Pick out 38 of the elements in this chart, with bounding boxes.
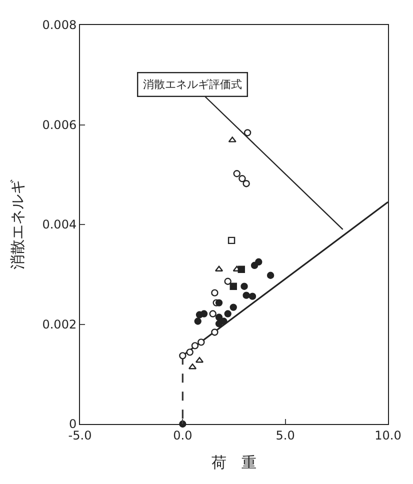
point <box>233 170 240 178</box>
point <box>194 318 202 325</box>
point <box>211 328 218 336</box>
point <box>198 338 205 346</box>
point <box>244 129 252 136</box>
y-axis-title: 消散エネルギ <box>8 180 26 270</box>
annotation: 消散エネルギ評価式 <box>143 78 242 92</box>
point <box>224 278 232 285</box>
point <box>228 136 236 142</box>
point <box>240 282 248 290</box>
point <box>215 299 223 306</box>
point <box>215 314 223 321</box>
y-tick-label: 0.002 <box>42 317 77 332</box>
point <box>238 266 245 273</box>
x-tick-label: 10.0 <box>374 428 402 442</box>
point <box>242 180 250 188</box>
point <box>238 175 246 182</box>
point <box>224 310 232 318</box>
y-tick-label: 0.008 <box>42 18 77 32</box>
point <box>242 292 250 299</box>
y-tick-label: 0.004 <box>42 218 77 232</box>
point <box>211 289 218 296</box>
point <box>230 282 237 290</box>
point <box>200 310 208 318</box>
point <box>179 352 186 360</box>
point <box>186 348 194 356</box>
point <box>230 304 237 311</box>
x-axis-title: 荷 重 <box>212 453 256 472</box>
point <box>209 310 216 318</box>
x-tick-label: 5.0 <box>276 428 295 442</box>
point <box>228 236 236 244</box>
y-tick-label: 0.006 <box>42 118 77 132</box>
x-tick-label: 0.0 <box>173 428 192 442</box>
point <box>215 320 223 328</box>
point <box>250 262 258 269</box>
point <box>191 342 199 350</box>
point <box>266 272 274 279</box>
point <box>248 292 256 300</box>
